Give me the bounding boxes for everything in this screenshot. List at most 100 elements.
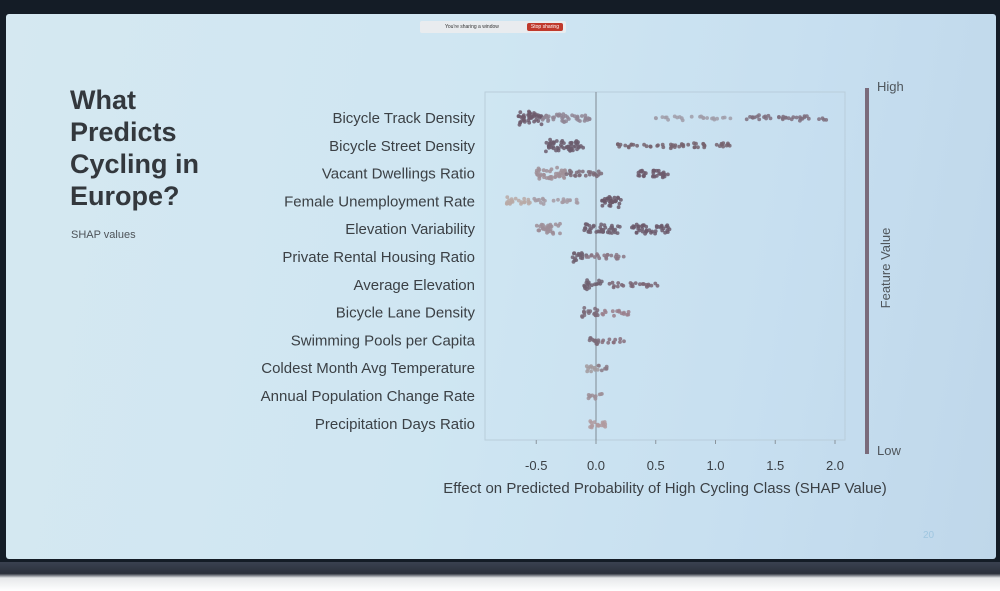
stop-sharing-button[interactable]: Stop sharing [526, 23, 563, 31]
shap-point [556, 197, 560, 202]
shap-point [616, 205, 621, 210]
shap-point [592, 420, 597, 425]
shap-point [593, 394, 598, 399]
shap-point [806, 116, 811, 121]
shap-point [653, 231, 657, 236]
shap-point [544, 149, 548, 154]
shap-point [592, 255, 597, 259]
shap-point [541, 116, 546, 121]
shap-point [583, 226, 587, 230]
shap-point [653, 281, 658, 286]
feature-row-points [504, 195, 623, 210]
shap-point [692, 145, 697, 150]
shap-point [569, 170, 574, 175]
shap-point [588, 336, 593, 340]
shap-point [631, 225, 636, 230]
shap-point [648, 144, 653, 149]
shap-point [546, 118, 551, 122]
shap-point [554, 139, 559, 143]
feature-row-points [570, 251, 626, 264]
shap-point [766, 113, 771, 118]
feature-row-points [586, 392, 604, 401]
shap-point [616, 281, 621, 285]
shap-point [536, 119, 541, 123]
feature-label: Elevation Variability [345, 221, 475, 238]
shap-point [559, 140, 564, 145]
shap-point [603, 310, 608, 315]
shap-point [582, 306, 587, 310]
x-axis-ticks: -0.5 0.0 0.5 1.0 1.5 2.0 [525, 440, 844, 473]
shap-point [657, 171, 662, 176]
shap-point [577, 173, 582, 178]
shap-point [719, 141, 724, 146]
shap-point [587, 172, 592, 177]
shap-point [608, 204, 613, 208]
shap-point [612, 313, 616, 318]
shap-point [589, 369, 593, 374]
shap-point [644, 224, 649, 229]
feature-row-points [582, 278, 660, 292]
shap-point [572, 258, 577, 263]
feature-label: Bicycle Track Density [332, 110, 475, 127]
shap-point [507, 198, 511, 203]
shap-point [591, 171, 596, 175]
shap-point [640, 282, 645, 286]
shap-point [621, 254, 626, 259]
shap-point [633, 281, 638, 285]
shap-point [537, 228, 541, 233]
shap-point [565, 198, 570, 202]
shap-point [580, 252, 585, 257]
shap-point [677, 144, 682, 149]
shap-point [593, 339, 597, 343]
shap-point [586, 366, 590, 371]
shap-point [640, 168, 644, 173]
shap-point [575, 115, 580, 120]
shap-point [599, 222, 604, 227]
shap-point [542, 175, 546, 180]
shap-point [613, 255, 618, 259]
shap-point [522, 200, 527, 204]
shap-point [584, 255, 589, 259]
shap-point [721, 144, 725, 149]
shap-point [664, 115, 669, 120]
colorbar-title: Feature Value [878, 228, 893, 309]
slide-subtitle: SHAP values [71, 229, 136, 241]
shap-point [603, 201, 607, 205]
shap-point [618, 142, 623, 147]
shap-point [527, 115, 531, 120]
shap-point [800, 117, 805, 121]
shap-point [551, 115, 555, 120]
shap-point [574, 197, 579, 202]
shap-point [602, 253, 607, 258]
feature-row-points [584, 363, 609, 374]
shap-point [613, 337, 618, 342]
shap-point [516, 114, 521, 119]
shap-point [582, 313, 587, 318]
shap-point [618, 337, 623, 341]
feature-row-points [516, 109, 829, 127]
feature-row-points [534, 165, 670, 181]
shap-point [651, 168, 656, 173]
shap-point [617, 308, 621, 313]
colorbar-low-label: Low [877, 443, 901, 458]
shap-point [602, 420, 607, 424]
shap-point [558, 221, 562, 226]
screen-share-bar: You're sharing a window Stop sharing [420, 21, 566, 33]
shap-point [607, 230, 612, 235]
shap-point [572, 114, 577, 118]
shap-point [705, 116, 709, 120]
shap-point [701, 116, 706, 120]
shap-point [577, 145, 581, 150]
feature-label: Vacant Dwellings Ratio [322, 166, 475, 183]
shap-point [526, 201, 531, 206]
shap-point [626, 145, 631, 150]
shap-point [582, 283, 587, 288]
shap-point [617, 224, 622, 229]
shap-point [603, 424, 608, 429]
shap-point [569, 173, 573, 178]
shap-point [561, 175, 566, 179]
shap-point [643, 231, 647, 236]
shap-point [555, 145, 560, 150]
shap-point [580, 114, 584, 118]
